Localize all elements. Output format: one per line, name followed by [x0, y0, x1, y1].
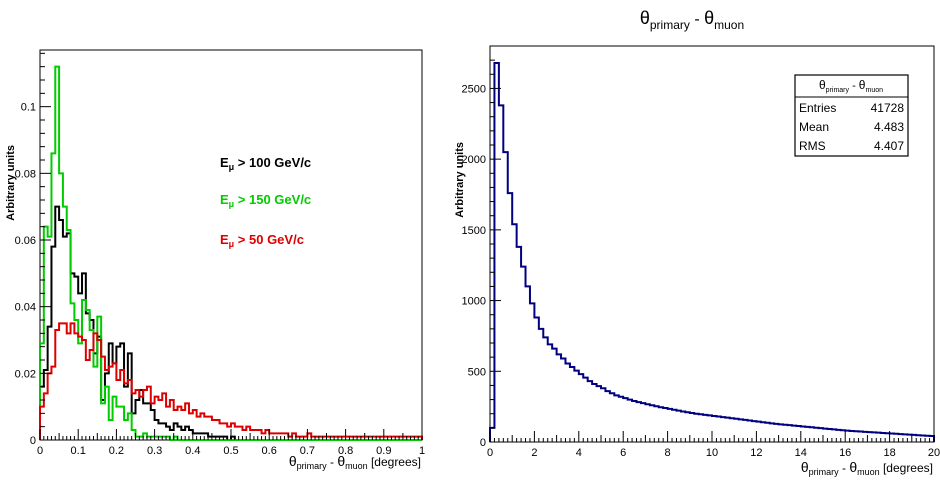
legend-entry-150: Eμ > 150 GeV/c: [220, 192, 311, 209]
y-tick-label: 0.08: [15, 168, 36, 180]
left-y-axis-label: Arbitrary units: [5, 145, 17, 221]
y-tick-label: 1500: [462, 225, 486, 237]
legend-entry-50: Eμ > 50 GeV/c: [220, 232, 304, 249]
legend-entry-100: Eμ > 100 GeV/c: [220, 155, 311, 172]
stats-value-rms: 4.407: [874, 139, 904, 153]
y-tick-label: 500: [468, 366, 486, 378]
stats-box: θprimary - θmuon Entries 41728 Mean 4.48…: [794, 74, 909, 157]
x-tick-label: 0.9: [376, 445, 391, 457]
x-tick-label: 0.5: [223, 445, 238, 457]
right-panel: θprimary - θmuon 0 2 4 6 8 10 12 14 16 18 20 0 500 1…: [454, 8, 940, 477]
stats-value-mean: 4.483: [874, 120, 904, 134]
right-y-axis-label: Arbitrary units: [454, 142, 466, 218]
x-tick-label: 0.4: [185, 445, 200, 457]
left-panel: 0 0.1 0.2 0.3 0.4 0.5 0.6 0.7 0.8 0.9 1 00.020.040…: [5, 49, 425, 471]
x-tick-label: 0: [487, 447, 493, 459]
y-tick-label: 0.06: [15, 235, 36, 247]
x-tick-label: 1: [419, 445, 425, 457]
x-tick-label: 18: [883, 447, 895, 459]
stats-label-mean: Mean: [799, 120, 829, 134]
y-tick-label: 0.1: [21, 102, 36, 114]
x-tick-label: 2: [531, 447, 537, 459]
right-y-ticks: 0 500 1000 1500 2000 2500: [462, 45, 501, 449]
x-tick-label: 0.3: [147, 445, 162, 457]
y-tick-label: 0: [480, 437, 486, 449]
left-plot-frame: [39, 49, 423, 441]
x-tick-label: 0.1: [71, 445, 86, 457]
right-chart-title: θprimary - θmuon: [640, 8, 744, 32]
y-tick-label: 1000: [462, 296, 486, 308]
left-x-ticks: 0 0.1 0.2 0.3 0.4 0.5 0.6 0.7 0.8 0.9 1: [37, 429, 425, 457]
right-x-ticks: 0 2 4 6 8 10 12 14 16 18 20: [487, 431, 940, 459]
histogram-series-0-2: [39, 322, 423, 440]
x-tick-label: 0.2: [109, 445, 124, 457]
stats-box-title: θprimary - θmuon: [819, 78, 883, 94]
y-tick-label: 2000: [462, 154, 486, 166]
stats-label-rms: RMS: [799, 139, 826, 153]
y-tick-label: 0: [30, 435, 36, 447]
x-tick-label: 20: [928, 447, 940, 459]
x-tick-label: 8: [665, 447, 671, 459]
x-tick-label: 14: [795, 447, 807, 459]
y-tick-label: 0.04: [15, 302, 36, 314]
y-tick-label: 2500: [462, 83, 486, 95]
x-tick-label: 0.7: [300, 445, 315, 457]
x-tick-label: 10: [706, 447, 718, 459]
x-tick-label: 12: [750, 447, 762, 459]
y-tick-label: 0.02: [15, 368, 36, 380]
x-tick-label: 16: [839, 447, 851, 459]
stats-value-entries: 41728: [871, 101, 905, 115]
stats-label-entries: Entries: [799, 101, 836, 115]
histogram-series-1-0: [489, 61, 935, 442]
x-tick-label: 0: [37, 445, 43, 457]
right-histogram: [489, 61, 935, 442]
x-tick-label: 6: [620, 447, 626, 459]
x-tick-label: 4: [576, 447, 582, 459]
x-tick-label: 0.6: [262, 445, 277, 457]
left-x-axis-label: θprimary - θmuon [degrees]: [289, 453, 421, 471]
left-y-ticks: 0 0.02 0.04 0.06 0.08 0.1: [15, 52, 51, 447]
right-x-axis-label: θprimary - θmuon [degrees]: [801, 459, 933, 477]
x-tick-label: 0.8: [338, 445, 353, 457]
